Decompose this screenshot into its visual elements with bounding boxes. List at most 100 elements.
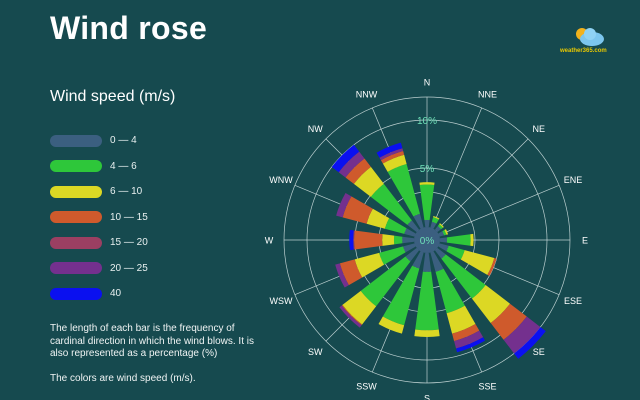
legend-swatch	[50, 287, 102, 300]
bar-segment-s	[414, 329, 440, 337]
bar-segment-sw	[342, 290, 377, 325]
legend-item: 0 — 4	[50, 128, 148, 154]
bar-segment-se	[434, 247, 446, 259]
legend-label: 6 — 10	[110, 186, 143, 198]
bar-segment-nw	[370, 183, 412, 225]
ring-label: 10%	[417, 116, 437, 127]
bar-segment-nw	[338, 151, 365, 178]
bar-segment-se	[514, 327, 546, 359]
legend-swatch	[50, 262, 102, 275]
bar-segment-nw	[331, 144, 360, 173]
bar-segment-nnw	[376, 142, 403, 158]
note-paragraph: The length of each bar is the frequency …	[50, 323, 254, 359]
bar-segment-n	[419, 184, 435, 221]
note-paragraph: The colors are wind speed (m/s).	[50, 372, 196, 384]
legend-swatch	[50, 134, 102, 147]
cloud-sun-icon	[576, 28, 604, 46]
bar-segment-ne	[439, 223, 444, 228]
bar-segment-ssw	[382, 265, 420, 326]
legend-label: 40	[110, 288, 122, 300]
bar-segment-ssw	[412, 251, 424, 269]
bar-segment-sse	[430, 251, 444, 272]
legend-item: 4 — 6	[50, 154, 148, 180]
legend-title: Wind speed (m/s)	[50, 88, 176, 105]
bar-segment-w	[402, 236, 415, 244]
bar-segment-sse	[456, 337, 486, 353]
bar-segment-wsw	[339, 259, 363, 286]
direction-label-w: W	[265, 236, 274, 246]
bar-segment-sw	[341, 304, 363, 326]
bar-segment-se	[490, 303, 527, 340]
hub	[414, 227, 440, 253]
bar-segment-ese	[446, 245, 465, 260]
direction-label-se: SE	[533, 347, 545, 357]
direction-label-sw: SW	[308, 347, 323, 357]
direction-label-wnw: WNW	[269, 175, 293, 185]
legend-label: 20 — 25	[110, 262, 148, 274]
bar-segment-w	[382, 234, 395, 246]
bar-segment-sse	[452, 323, 480, 342]
bar-segment-ese	[438, 243, 449, 252]
bar-segment-wsw	[354, 252, 385, 278]
logo-text: weather365.com	[560, 48, 607, 54]
bar-segment-w	[354, 230, 383, 250]
ring-label: 5%	[420, 164, 435, 175]
page-title: Wind rose	[50, 10, 208, 46]
grid-spoke	[426, 184, 560, 241]
bar-segment-sw	[405, 247, 420, 262]
bar-segment-wnw	[336, 192, 352, 218]
bar-segment-nnw	[380, 150, 405, 164]
direction-label-nnw: NNW	[356, 90, 378, 100]
bar-segment-sw	[360, 256, 411, 307]
bar-segment-wnw	[366, 208, 390, 229]
legend-label: 0 — 4	[110, 135, 137, 147]
legend-item: 15 — 20	[50, 230, 148, 256]
direction-label-ene: ENE	[564, 175, 583, 185]
legend-item: 20 — 25	[50, 256, 148, 282]
direction-label-ne: NE	[532, 124, 545, 134]
direction-label-wsw: WSW	[270, 296, 293, 306]
direction-label-nne: NNE	[478, 90, 497, 100]
bar-segment-nnw	[387, 163, 420, 217]
bar-segment-wsw	[379, 246, 406, 265]
bar-segment-n	[419, 182, 435, 185]
direction-label-n: N	[424, 78, 431, 88]
bar-segment-nnw	[413, 213, 424, 229]
bar-segment-e	[470, 233, 474, 247]
bar-segment-w	[393, 235, 403, 245]
weather365-logo[interactable]: weather365.com	[560, 24, 620, 58]
direction-label-ese: ESE	[564, 296, 582, 306]
bar-segment-e	[439, 237, 448, 243]
bar-segment-nne	[433, 216, 440, 220]
bar-segment-se	[441, 254, 486, 299]
ring-label: 0%	[420, 236, 435, 247]
legend-item: 10 — 15	[50, 205, 148, 231]
direction-label-e: E	[582, 236, 588, 246]
bar-segment-nne	[431, 217, 439, 224]
direction-label-sse: SSE	[478, 381, 496, 391]
bar-segment-s	[415, 271, 439, 331]
bar-segment-ese	[487, 258, 497, 276]
bar-segment-wsw	[335, 263, 349, 288]
bar-segment-nw	[353, 166, 384, 197]
bar-segment-sse	[454, 330, 484, 349]
legend-swatch	[50, 185, 102, 198]
legend-item: 6 — 10	[50, 179, 148, 205]
bar-segment-se	[471, 284, 511, 324]
bar-segment-s	[422, 252, 432, 272]
bar-segment-sse	[446, 305, 476, 334]
bar-segment-nw	[407, 220, 420, 233]
legend-swatch	[50, 236, 102, 249]
bar-segment-ssw	[378, 316, 405, 334]
explanation-note: The length of each bar is the frequency …	[50, 323, 270, 397]
grid-spoke	[426, 138, 529, 241]
bar-segment-w	[349, 229, 354, 251]
direction-label-ssw: SSW	[356, 381, 377, 391]
bar-segment-ne	[437, 224, 443, 230]
bar-segment-wsw	[403, 243, 416, 253]
bar-segment-nnw	[379, 148, 404, 161]
legend-label: 4 — 6	[110, 160, 137, 172]
bar-segment-wnw	[384, 218, 407, 234]
bar-segment-nne	[430, 221, 437, 229]
